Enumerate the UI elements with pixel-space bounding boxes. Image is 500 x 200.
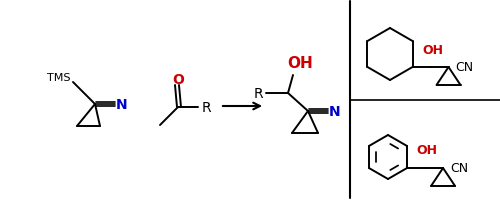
Text: N: N (116, 98, 128, 111)
Text: CN: CN (456, 61, 473, 74)
Text: CN: CN (450, 162, 468, 175)
Text: TMS: TMS (48, 73, 71, 83)
Text: OH: OH (287, 56, 313, 71)
Text: O: O (172, 73, 184, 87)
Text: R: R (201, 100, 211, 114)
Text: N: N (329, 104, 341, 118)
Text: OH: OH (422, 43, 443, 56)
Text: OH: OH (416, 144, 438, 157)
Text: R: R (253, 87, 263, 100)
